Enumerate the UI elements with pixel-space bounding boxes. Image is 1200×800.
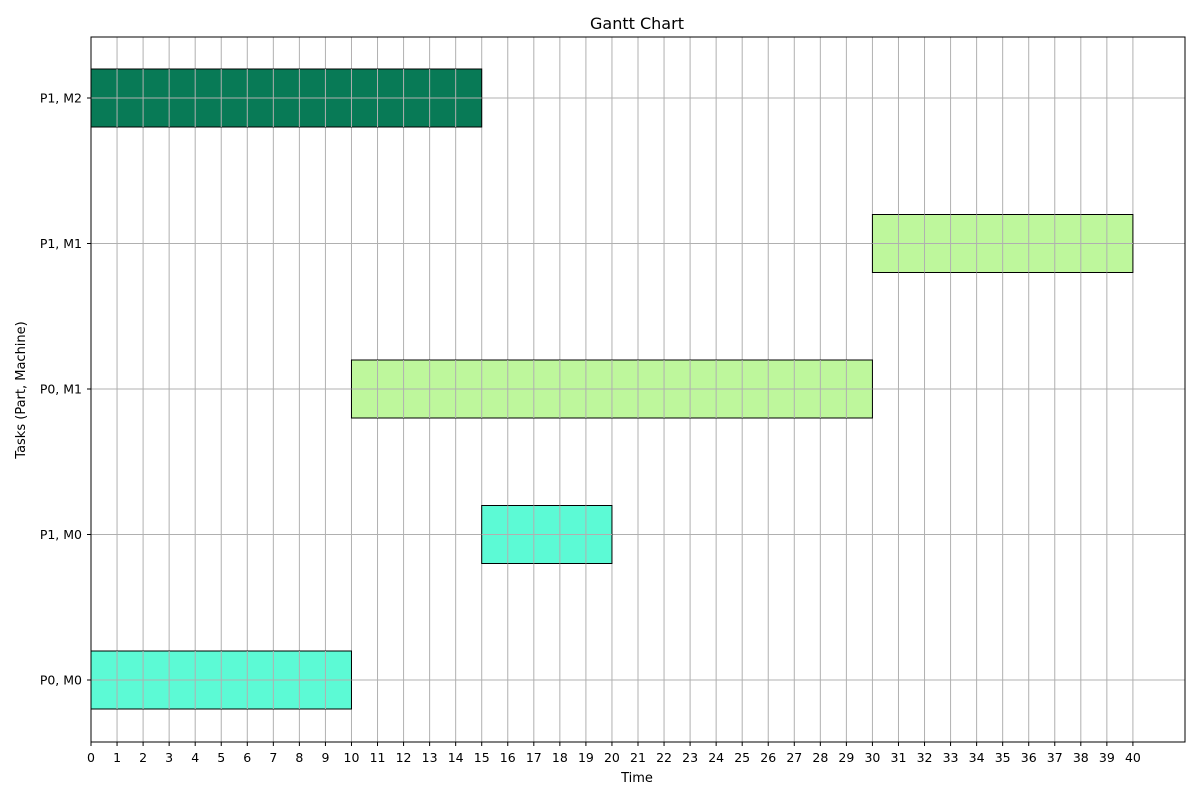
x-tick-label: 39 xyxy=(1099,750,1115,765)
x-tick-label: 25 xyxy=(734,750,750,765)
x-tick-label: 11 xyxy=(370,750,386,765)
y-tick-label: P1, M1 xyxy=(40,236,82,251)
x-tick-label: 2 xyxy=(139,750,147,765)
x-tick-label: 22 xyxy=(656,750,672,765)
y-tick-label: P0, M0 xyxy=(40,673,82,688)
x-tick-label: 13 xyxy=(422,750,438,765)
x-tick-label: 38 xyxy=(1073,750,1089,765)
x-tick-label: 24 xyxy=(708,750,724,765)
x-tick-label: 30 xyxy=(864,750,880,765)
x-tick-label: 34 xyxy=(969,750,985,765)
x-tick-label: 15 xyxy=(474,750,490,765)
x-tick-label: 3 xyxy=(165,750,173,765)
x-tick-label: 27 xyxy=(786,750,802,765)
x-tick-label: 23 xyxy=(682,750,698,765)
x-tick-label: 40 xyxy=(1125,750,1141,765)
x-tick-label: 10 xyxy=(344,750,360,765)
x-tick-label: 6 xyxy=(243,750,251,765)
x-tick-label: 32 xyxy=(917,750,933,765)
x-tick-label: 29 xyxy=(838,750,854,765)
chart-title: Gantt Chart xyxy=(590,14,684,33)
x-axis-title: Time xyxy=(620,771,653,786)
y-tick-label: P0, M1 xyxy=(40,382,82,397)
y-axis-title: Tasks (Part, Machine) xyxy=(14,321,29,459)
x-tick-label: 7 xyxy=(269,750,277,765)
x-tick-label: 36 xyxy=(1021,750,1037,765)
x-tick-label: 5 xyxy=(217,750,225,765)
x-tick-label: 26 xyxy=(760,750,776,765)
x-axis-ticks: 0 1 2 3 4 5 6 7 8 9 10 11 12 13 14 15 16 17 18 19 20 21 22 23 24… xyxy=(87,742,1141,765)
x-tick-label: 12 xyxy=(396,750,412,765)
x-tick-label: 37 xyxy=(1047,750,1063,765)
x-tick-label: 16 xyxy=(500,750,516,765)
x-tick-label: 4 xyxy=(191,750,199,765)
x-tick-label: 31 xyxy=(891,750,907,765)
x-tick-label: 1 xyxy=(113,750,121,765)
x-tick-label: 35 xyxy=(995,750,1011,765)
x-tick-label: 21 xyxy=(630,750,646,765)
y-tick-label: P1, M2 xyxy=(40,91,82,106)
x-tick-label: 0 xyxy=(87,750,95,765)
x-tick-label: 19 xyxy=(578,750,594,765)
x-tick-label: 33 xyxy=(943,750,959,765)
x-tick-label: 28 xyxy=(812,750,828,765)
x-tick-label: 8 xyxy=(295,750,303,765)
x-tick-label: 9 xyxy=(321,750,329,765)
x-tick-label: 20 xyxy=(604,750,620,765)
x-tick-label: 17 xyxy=(526,750,542,765)
task-bars xyxy=(90,68,1134,710)
y-axis-ticks: P0, M0 P1, M0 P0, M1 P1, M1 P1, M2 xyxy=(40,91,91,688)
x-tick-label: 18 xyxy=(552,750,568,765)
x-tick-label: 14 xyxy=(448,750,464,765)
y-tick-label: P1, M0 xyxy=(40,527,82,542)
grid-lines xyxy=(90,37,1185,742)
